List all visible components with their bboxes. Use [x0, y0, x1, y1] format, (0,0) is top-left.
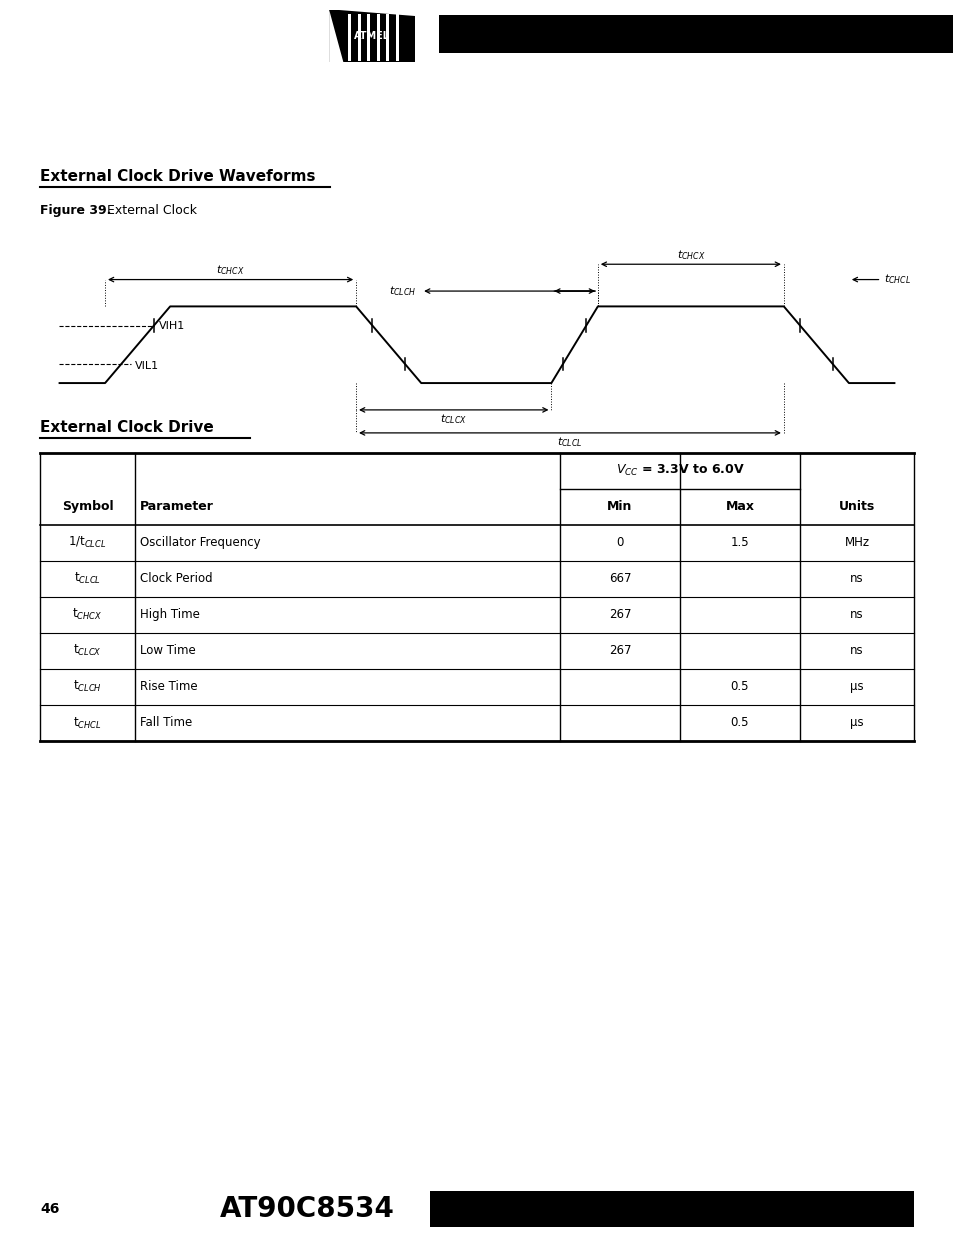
Bar: [357, 14, 360, 62]
Text: AT90C8534: AT90C8534: [220, 1195, 395, 1223]
Text: Oscillator Frequency: Oscillator Frequency: [140, 536, 260, 550]
Bar: [376, 14, 379, 62]
Text: $t_{CLCH}$: $t_{CLCH}$: [389, 284, 416, 298]
Text: $t_{CLCL}$: $t_{CLCL}$: [557, 435, 582, 450]
Text: t$_{CLCL}$: t$_{CLCL}$: [74, 572, 101, 587]
Text: t$_{CHCX}$: t$_{CHCX}$: [72, 608, 103, 622]
Bar: [395, 14, 398, 62]
Bar: [367, 14, 370, 62]
Text: μs: μs: [849, 680, 862, 693]
Bar: [430, 1191, 913, 1228]
Text: External Clock: External Clock: [107, 204, 196, 217]
Text: ns: ns: [849, 645, 862, 657]
Text: $t_{CHCX}$: $t_{CHCX}$: [676, 248, 704, 262]
Text: Figure 39.: Figure 39.: [40, 204, 112, 217]
Polygon shape: [338, 10, 415, 16]
Text: Symbol: Symbol: [62, 500, 113, 514]
Bar: [348, 14, 351, 62]
Text: High Time: High Time: [140, 609, 200, 621]
Bar: [386, 14, 389, 62]
Text: t$_{CHCL}$: t$_{CHCL}$: [73, 715, 102, 731]
Text: 267: 267: [608, 645, 631, 657]
Text: Parameter: Parameter: [140, 500, 213, 514]
Text: Min: Min: [607, 500, 632, 514]
Text: 1/t$_{CLCL}$: 1/t$_{CLCL}$: [69, 535, 107, 551]
Text: MHz: MHz: [843, 536, 868, 550]
Text: t$_{CLCH}$: t$_{CLCH}$: [73, 679, 102, 694]
Bar: [438, 15, 953, 53]
Text: VIH1: VIH1: [158, 321, 185, 331]
Text: 0: 0: [616, 536, 623, 550]
Text: 0.5: 0.5: [730, 716, 748, 730]
Text: $t_{CHCL}$: $t_{CHCL}$: [883, 273, 910, 287]
Polygon shape: [329, 10, 415, 63]
Text: $V_{CC}$ = 3.3V to 6.0V: $V_{CC}$ = 3.3V to 6.0V: [615, 463, 743, 478]
Text: Rise Time: Rise Time: [140, 680, 197, 693]
Text: 0.5: 0.5: [730, 680, 748, 693]
Text: Max: Max: [724, 500, 754, 514]
Text: μs: μs: [849, 716, 862, 730]
Text: $t_{CLCX}$: $t_{CLCX}$: [439, 412, 467, 426]
Text: External Clock Drive: External Clock Drive: [40, 420, 213, 435]
Text: VIL1: VIL1: [135, 361, 159, 372]
Text: 667: 667: [608, 572, 631, 585]
Text: Low Time: Low Time: [140, 645, 195, 657]
Text: ns: ns: [849, 609, 862, 621]
Text: Clock Period: Clock Period: [140, 572, 213, 585]
Text: $t_{CHCX}$: $t_{CHCX}$: [216, 263, 245, 278]
Text: 1.5: 1.5: [730, 536, 748, 550]
Text: t$_{CLCX}$: t$_{CLCX}$: [73, 643, 102, 658]
Text: Fall Time: Fall Time: [140, 716, 193, 730]
Polygon shape: [329, 10, 343, 63]
Text: 267: 267: [608, 609, 631, 621]
Text: ATMEL: ATMEL: [354, 31, 390, 41]
Text: ns: ns: [849, 572, 862, 585]
Text: 46: 46: [40, 1202, 59, 1216]
Text: Units: Units: [838, 500, 874, 514]
Text: External Clock Drive Waveforms: External Clock Drive Waveforms: [40, 169, 315, 184]
